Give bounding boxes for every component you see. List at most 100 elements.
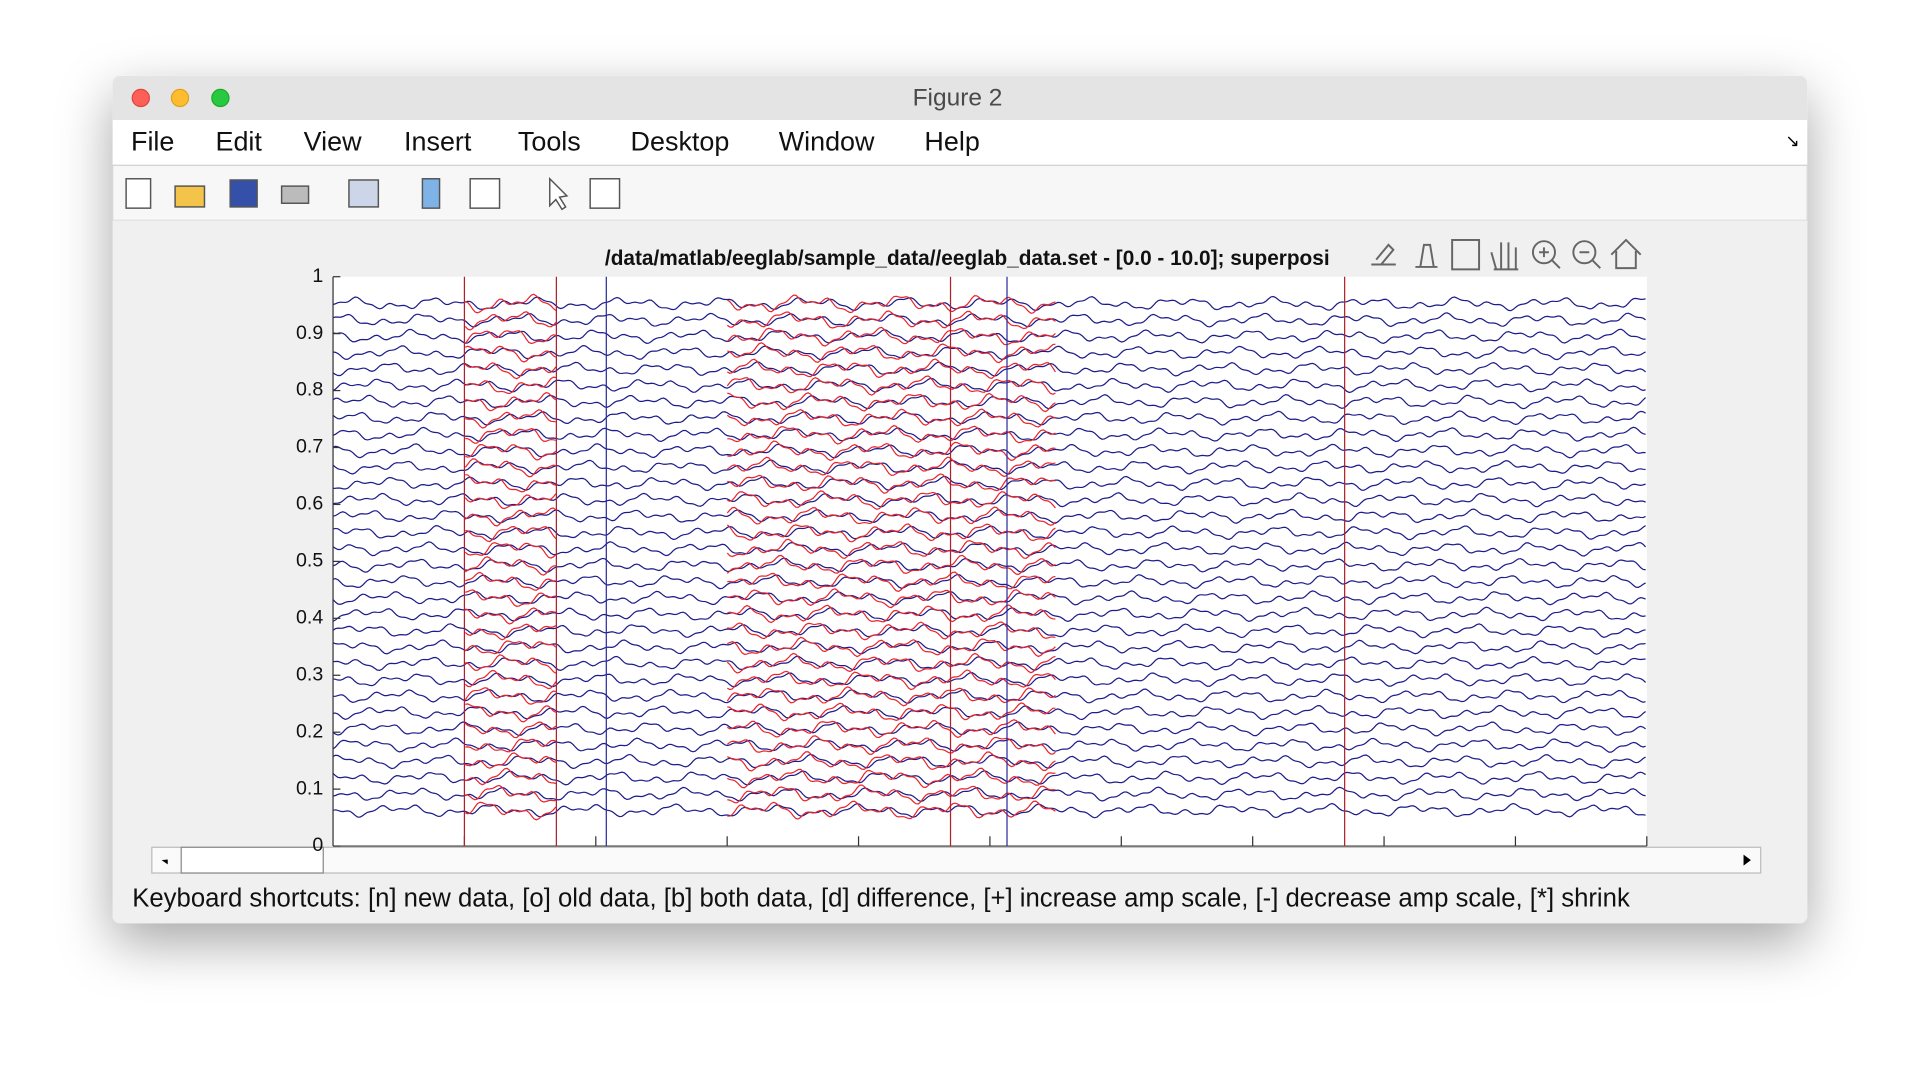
y-tick-label: 0.3 xyxy=(296,663,323,685)
open-icon[interactable] xyxy=(174,185,206,208)
eeg-trace xyxy=(333,606,1646,623)
menu-item[interactable]: Insert xyxy=(404,126,472,156)
scroll-track[interactable] xyxy=(151,846,1762,874)
eeg-trace xyxy=(333,655,1646,671)
slider[interactable] xyxy=(151,846,1762,874)
eeg-trace-old xyxy=(465,702,1056,723)
eeg-trace-old xyxy=(464,310,1056,331)
eeg-trace xyxy=(333,508,1646,524)
menu-item[interactable]: File xyxy=(131,126,174,156)
zoom-out-icon[interactable] xyxy=(1572,240,1597,265)
zoom-in-icon[interactable] xyxy=(1531,240,1556,265)
pointer-icon[interactable] xyxy=(549,176,569,211)
y-tick-label: 0.2 xyxy=(296,720,323,742)
eeg-trace-old xyxy=(464,686,1056,707)
eeg-trace-old xyxy=(465,784,1056,805)
eeg-trace xyxy=(333,770,1646,786)
eeg-trace-old xyxy=(464,456,1056,478)
eeg-trace-old xyxy=(465,440,1056,462)
property-icon[interactable] xyxy=(589,178,621,209)
pan-icon[interactable] xyxy=(1490,242,1519,271)
eeg-trace-old xyxy=(465,375,1056,396)
zoom-button[interactable] xyxy=(211,88,230,108)
eeg-trace-old xyxy=(465,408,1056,429)
eeg-trace-old xyxy=(465,652,1056,674)
eeg-trace xyxy=(333,377,1646,394)
eeg-trace-old xyxy=(465,604,1056,625)
new-icon[interactable] xyxy=(125,178,152,209)
print-icon[interactable] xyxy=(280,185,310,204)
brush-icon[interactable] xyxy=(1371,243,1396,266)
eeg-trace-old xyxy=(464,538,1056,559)
menu-item[interactable]: Desktop xyxy=(631,126,730,156)
menu-item[interactable]: Help xyxy=(924,126,979,156)
eeg-trace-old xyxy=(465,293,1056,314)
eeg-trace-old xyxy=(464,621,1056,641)
rotate-icon[interactable] xyxy=(1451,239,1481,271)
eeg-trace xyxy=(333,737,1646,753)
figure-window: Figure 2 ↘ /data/matlab/eeglab/sample_da… xyxy=(112,75,1808,924)
scroll-thumb[interactable] xyxy=(180,846,324,874)
title-bar xyxy=(112,75,1808,120)
eeg-trace xyxy=(333,459,1646,475)
minimize-button[interactable] xyxy=(170,88,190,108)
eeg-trace-old xyxy=(464,490,1056,510)
eeg-trace-old xyxy=(465,523,1056,543)
y-tick-label: 0 xyxy=(312,834,323,856)
menu-arrow[interactable]: ↘ xyxy=(1785,131,1799,151)
eeg-trace-old xyxy=(464,358,1056,380)
y-tick-label: 0.6 xyxy=(296,493,323,515)
y-tick-label: 0.7 xyxy=(296,436,323,458)
y-tick-label: 1 xyxy=(312,265,323,287)
eeg-trace-old xyxy=(465,767,1056,789)
eeg-trace xyxy=(333,410,1646,426)
eeg-trace-old xyxy=(464,636,1056,658)
eeg-trace-old xyxy=(465,342,1056,364)
eeg-trace xyxy=(333,328,1646,344)
menu-item[interactable]: Window xyxy=(779,126,875,156)
toolbar-icons xyxy=(125,176,621,211)
y-tick-label: 0.9 xyxy=(296,322,323,344)
eeg-trace xyxy=(333,475,1646,492)
eeg-trace-old xyxy=(465,800,1056,821)
menu-item[interactable]: Edit xyxy=(215,126,262,156)
eeg-trace-old xyxy=(465,735,1056,755)
colorbar-icon[interactable] xyxy=(421,178,441,209)
eeg-trace-old xyxy=(465,473,1056,494)
menu-bar xyxy=(112,119,1808,166)
y-tick-label: 0.8 xyxy=(296,379,323,401)
traces xyxy=(333,293,1647,821)
eeg-trace-old xyxy=(464,326,1056,347)
menu-item[interactable]: View xyxy=(304,126,362,156)
eeg-trace-old xyxy=(465,588,1056,609)
eeg-trace xyxy=(333,753,1646,770)
eeg-trace xyxy=(333,345,1646,361)
y-tick-label: 0.4 xyxy=(296,606,323,628)
link-icon[interactable] xyxy=(348,179,380,208)
eeg-trace-old xyxy=(465,571,1056,593)
eeg-trace-old xyxy=(464,506,1056,527)
eeg-trace xyxy=(333,541,1647,557)
close-button[interactable] xyxy=(131,88,150,108)
status-text: Keyboard shortcuts: [n] new data, [o] ol… xyxy=(132,885,1630,913)
eeg-trace xyxy=(333,557,1646,573)
menu-item[interactable]: Tools xyxy=(518,126,581,156)
eeg-trace xyxy=(333,623,1646,639)
eeg-trace-old xyxy=(464,669,1056,691)
plot-title: /data/matlab/eeglab/sample_data//eeglab_… xyxy=(605,247,1330,270)
eeg-trace-old xyxy=(464,719,1056,739)
eeg-trace-old xyxy=(465,424,1056,445)
eeg-trace xyxy=(333,524,1646,541)
eeg-trace xyxy=(333,688,1646,704)
legend-icon[interactable] xyxy=(469,178,501,209)
y-tick-label: 0.1 xyxy=(296,777,323,799)
eeg-trace-old xyxy=(464,554,1056,576)
axes-toolbar xyxy=(1368,238,1642,271)
axes xyxy=(333,276,1647,847)
home-icon[interactable] xyxy=(1610,238,1642,270)
save-icon[interactable] xyxy=(229,179,258,208)
eeg-trace-old xyxy=(465,392,1056,413)
datatip-icon[interactable] xyxy=(1415,243,1438,268)
